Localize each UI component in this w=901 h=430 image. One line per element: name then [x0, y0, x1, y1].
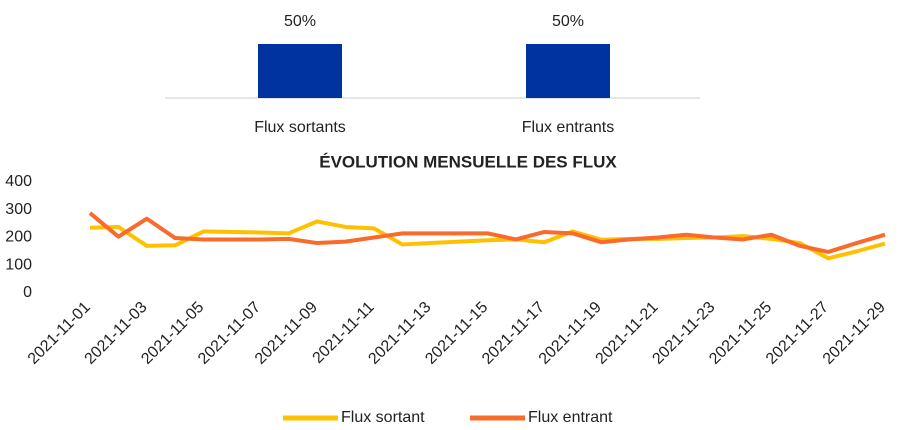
line: [88, 211, 886, 254]
legend-label: Flux sortant: [341, 409, 425, 426]
y-tick-label: 300: [5, 201, 32, 218]
y-tick-label: 400: [5, 173, 32, 190]
category-label: Flux entrants: [522, 119, 614, 136]
value-label: 50%: [284, 13, 316, 30]
value-label: 50%: [552, 13, 584, 30]
chart-title: ÉVOLUTION MENSUELLE DES FLUX: [319, 152, 617, 171]
y-tick-label: 0: [23, 284, 32, 301]
bar: [526, 44, 610, 98]
y-tick-label: 100: [5, 256, 32, 273]
legend-label: Flux entrant: [528, 409, 613, 426]
category-label: Flux sortants: [254, 119, 346, 136]
bar: [258, 44, 342, 98]
y-tick-label: 200: [5, 229, 32, 246]
